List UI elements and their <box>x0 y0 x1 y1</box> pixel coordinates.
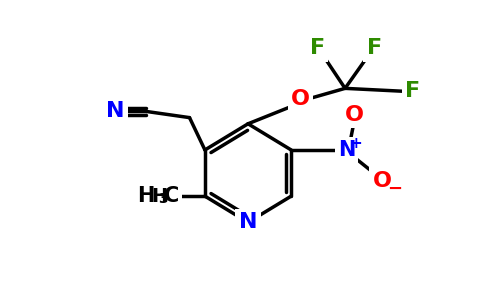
Text: F: F <box>405 81 421 101</box>
Text: C: C <box>164 186 180 206</box>
Text: O: O <box>373 171 392 191</box>
Text: H: H <box>137 186 155 206</box>
Text: H: H <box>151 187 167 206</box>
Text: 3: 3 <box>159 192 168 206</box>
Text: N: N <box>239 212 257 232</box>
Text: O: O <box>345 104 364 124</box>
Text: N: N <box>338 140 355 160</box>
Text: F: F <box>310 38 325 58</box>
Text: +: + <box>349 136 362 151</box>
Text: O: O <box>291 89 310 109</box>
Text: −: − <box>387 179 402 197</box>
Text: F: F <box>367 38 382 58</box>
Text: N: N <box>106 101 125 122</box>
